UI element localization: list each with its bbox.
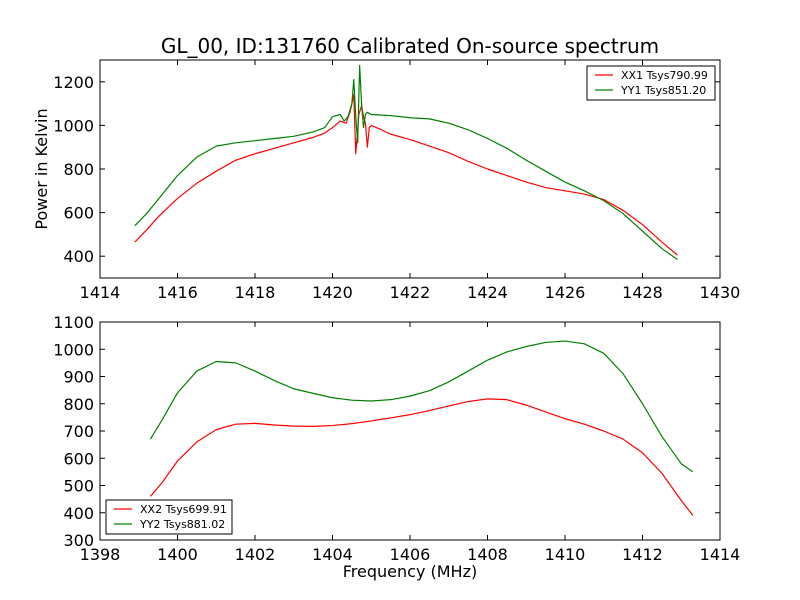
x-tick-label: 1416 — [157, 283, 198, 302]
legend-label: XX1 Tsys790.99 — [621, 69, 708, 82]
y-axis-label: Power in Kelvin — [32, 108, 51, 229]
x-tick-label: 1404 — [312, 545, 353, 564]
x-tick-label: 1400 — [157, 545, 198, 564]
legend: XX2 Tsys699.91 YY2 Tsys881.02 — [105, 499, 233, 535]
bottom-panel: 1398 1400 1402 1404 1406 1408 1410 1412 1414 300 4… — [53, 313, 740, 581]
x-tick-label: 1420 — [312, 283, 353, 302]
y-tick-label: 700 — [63, 422, 94, 441]
legend: XX1 Tsys790.99 YY1 Tsys851.20 — [586, 65, 716, 101]
y-tick-label: 500 — [63, 477, 94, 496]
legend-label: YY2 Tsys881.02 — [139, 518, 225, 531]
series-line-2 — [149, 340, 694, 473]
x-tick-label: 1408 — [467, 545, 508, 564]
y-tick-label: 400 — [63, 247, 94, 266]
x-tick-label: 1406 — [390, 545, 431, 564]
x-tick-label: 1402 — [235, 545, 276, 564]
legend-box — [105, 499, 233, 535]
y-tick-label: 800 — [63, 160, 94, 179]
x-tick-label: 1424 — [467, 283, 508, 302]
x-axis-label: Frequency (MHz) — [343, 562, 477, 581]
top-panel: 1414 1416 1418 1420 1422 1424 1426 1428 1430 400 6… — [32, 59, 741, 302]
y-tick-label: 800 — [63, 395, 94, 414]
x-tick-label: 1428 — [622, 283, 663, 302]
x-tick-label: 1410 — [545, 545, 586, 564]
series-line-1 — [149, 398, 694, 516]
x-tick-label: 1414 — [80, 283, 121, 302]
legend-label: XX2 Tsys699.91 — [140, 503, 227, 516]
y-tick-label: 1000 — [53, 116, 94, 135]
x-tick-label: 1418 — [235, 283, 276, 302]
y-tick-label: 1000 — [53, 340, 94, 359]
chart-title: GL_00, ID:131760 Calibrated On-source sp… — [161, 34, 659, 58]
series-line-2 — [134, 64, 678, 260]
y-tick-label: 1100 — [53, 313, 94, 332]
y-tick-label: 400 — [63, 504, 94, 523]
x-tick-label: 1422 — [390, 283, 431, 302]
y-tick-label: 600 — [63, 204, 94, 223]
x-tick-label: 1430 — [700, 283, 741, 302]
y-tick-label: 1200 — [53, 73, 94, 92]
y-tick-label: 900 — [63, 368, 94, 387]
x-tick-label: 1414 — [700, 545, 741, 564]
x-tick-label: 1426 — [545, 283, 586, 302]
legend-box — [586, 65, 716, 101]
legend-label: YY1 Tsys851.20 — [620, 84, 706, 97]
y-tick-label: 600 — [63, 449, 94, 468]
x-tick-label: 1412 — [622, 545, 663, 564]
y-tick-label: 300 — [63, 531, 94, 550]
x-tick-label: 1398 — [80, 545, 121, 564]
